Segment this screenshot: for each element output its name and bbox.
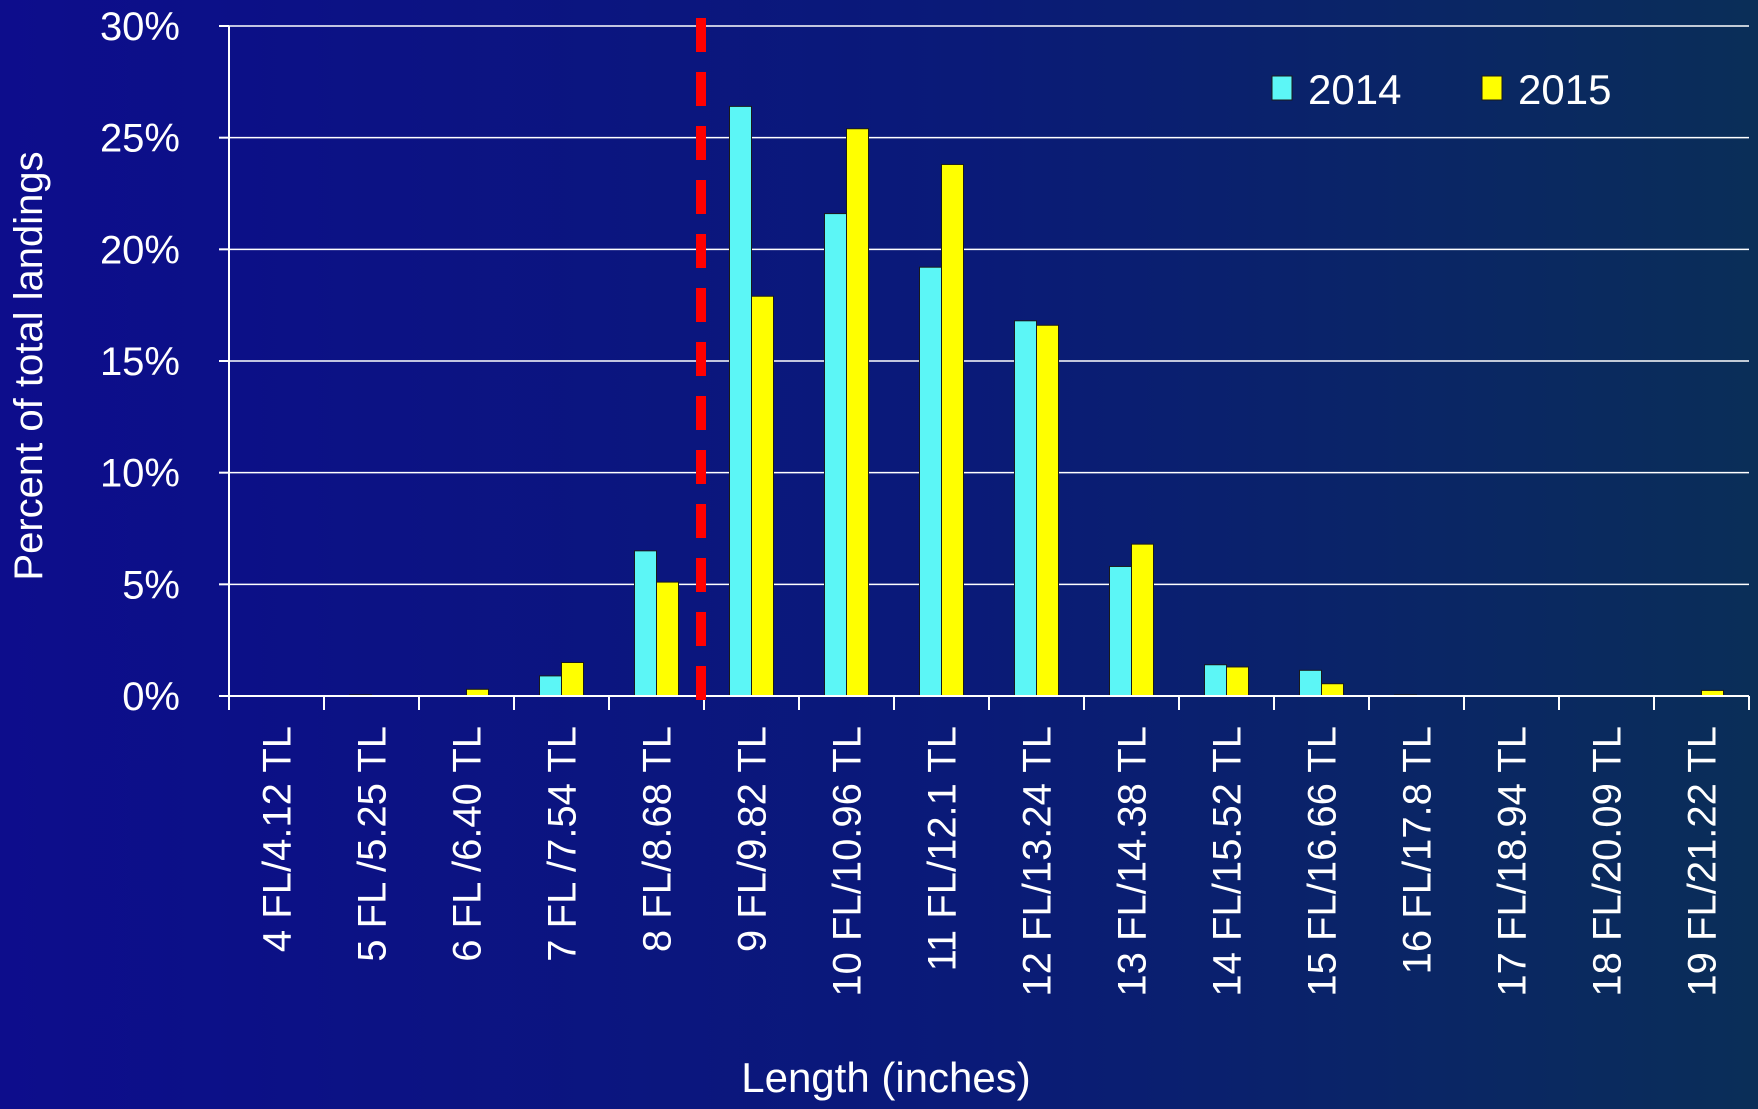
bar-2014-8 [1015,321,1037,696]
bar-2015-7 [942,164,964,696]
legend-swatch-2015 [1482,76,1502,100]
bar-2015-3 [562,663,584,697]
x-tick-label: 19 FL/21.22 TL [1681,726,1725,997]
x-tick-label: 11 FL/12.1 TL [921,726,965,971]
y-tick-label: 30% [100,5,180,49]
x-tick-label: 13 FL/14.38 TL [1111,726,1155,997]
x-tick-label: 10 FL/10.96 TL [826,726,870,997]
bar-2015-6 [847,129,869,696]
y-tick-label: 5% [122,563,180,607]
x-tick-label: 16 FL/17.8 TL [1396,726,1440,974]
legend-swatch-2014 [1272,76,1292,100]
bar-2014-5 [730,106,752,696]
x-tick-label: 4 FL/4.12 TL [256,726,300,952]
bar-2015-2 [467,689,489,696]
x-tick-label: 12 FL/13.24 TL [1016,726,1060,997]
bar-2014-10 [1205,665,1227,696]
y-tick-label: 25% [100,117,180,161]
x-axis-label: Length (inches) [741,1054,1031,1101]
x-tick-label: 6 FL /6.40 TL [446,726,490,962]
legend-label-2014: 2014 [1308,66,1401,113]
bar-2015-8 [1037,325,1059,696]
legend-label-2015: 2015 [1518,66,1611,113]
y-axis-label: Percent of total landings [7,151,51,580]
bar-2015-11 [1322,684,1344,696]
x-tick-label: 15 FL/16.66 TL [1301,726,1345,997]
y-tick-label: 10% [100,452,180,496]
y-tick-label: 0% [122,675,180,719]
bar-2015-10 [1227,667,1249,696]
bar-2014-9 [1110,566,1132,696]
bar-2015-4 [657,582,679,696]
x-tick-label: 14 FL/15.52 TL [1206,726,1250,997]
x-tick-label: 5 FL /5.25 TL [351,726,395,962]
bar-2015-9 [1132,544,1154,696]
bar-2015-5 [752,296,774,696]
y-tick-label: 15% [100,340,180,384]
bar-2014-7 [920,267,942,696]
x-tick-label: 8 FL/8.68 TL [636,726,680,952]
bar-2014-11 [1300,670,1322,696]
bar-2014-4 [635,551,657,696]
x-tick-label: 18 FL/20.09 TL [1586,726,1630,997]
y-tick-label: 20% [100,228,180,272]
x-tick-label: 17 FL/18.94 TL [1491,726,1535,997]
bar-2014-6 [825,214,847,696]
x-tick-label: 9 FL/9.82 TL [731,726,775,952]
bar-2014-3 [540,676,562,696]
x-tick-label: 7 FL /7.54 TL [541,726,585,962]
